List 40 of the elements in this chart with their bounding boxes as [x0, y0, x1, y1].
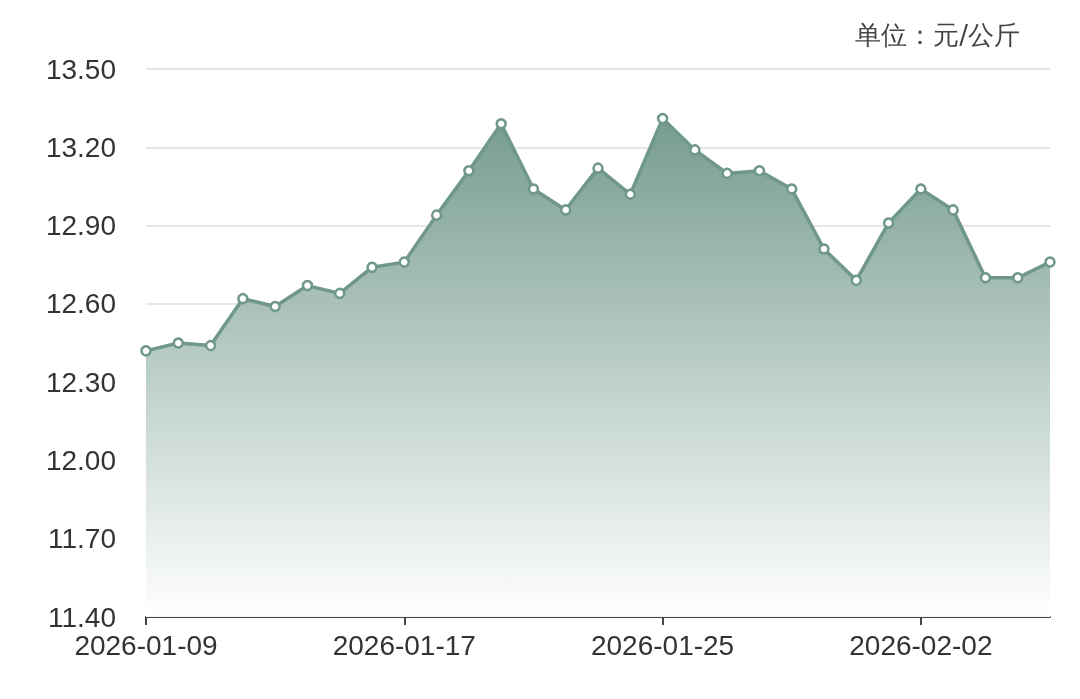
point: [140, 345, 152, 357]
point: [301, 279, 314, 292]
x-tick-label: 2026-01-17: [332, 629, 476, 661]
point: [915, 183, 927, 195]
y-tick-label: 12.30: [45, 366, 116, 398]
point: [237, 292, 249, 305]
point: [366, 261, 378, 274]
x-tick-label: 2026-02-02: [849, 629, 993, 661]
point: [850, 274, 863, 287]
point: [269, 300, 281, 313]
point: [398, 256, 411, 268]
point: [1044, 256, 1056, 268]
point: [204, 339, 217, 352]
point: [785, 183, 798, 195]
y-tick-label: 13.50: [45, 53, 116, 85]
point: [818, 243, 830, 255]
point: [624, 188, 637, 200]
point: [882, 217, 895, 229]
y-tick-label: 12.00: [45, 444, 116, 476]
point: [753, 165, 766, 177]
point: [463, 165, 475, 177]
point: [1011, 272, 1024, 284]
y-tick-label: 12.90: [45, 210, 116, 242]
point: [527, 183, 540, 195]
point: [947, 204, 959, 216]
point: [559, 204, 572, 216]
point: [979, 272, 992, 284]
point: [656, 112, 669, 125]
text: 单位：元/公斤: [855, 20, 1021, 50]
x-tick-label: 2026-01-25: [590, 629, 735, 661]
point: [333, 287, 346, 300]
y-tick-label: 11.70: [48, 523, 116, 555]
point: [495, 118, 507, 130]
point: [689, 144, 701, 156]
point: [592, 162, 604, 174]
point: [721, 167, 733, 180]
point: [430, 209, 443, 221]
point: [172, 337, 185, 349]
y-tick-label: 13.20: [45, 131, 116, 163]
y-tick-label: 12.60: [45, 288, 116, 320]
